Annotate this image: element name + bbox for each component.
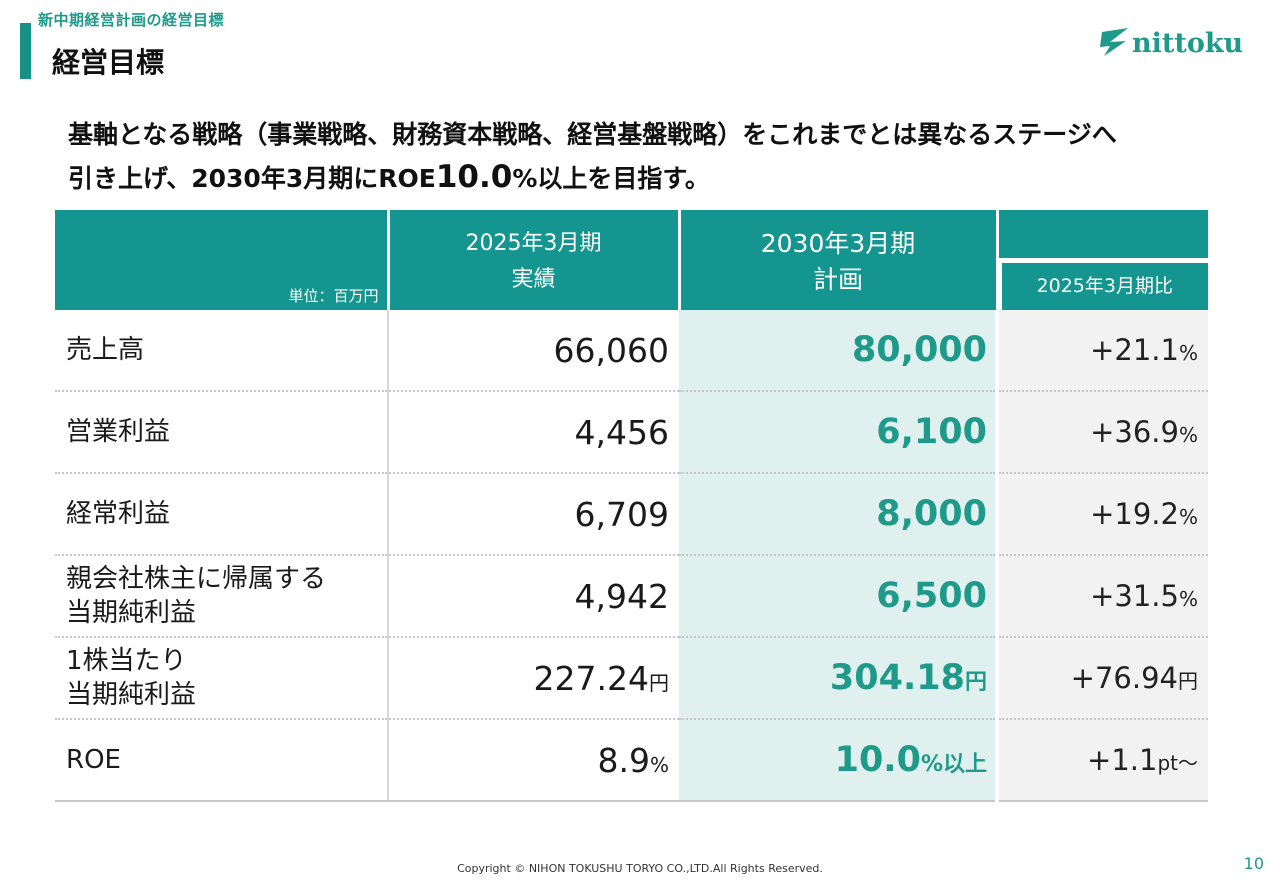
row-label: 親会社株主に帰属する 当期純利益 [55,555,389,638]
table-row: 親会社株主に帰属する 当期純利益 4,942 6,500 +31.5% [55,555,1208,638]
compare-unit: % [1178,341,1198,365]
compare-value: +76.94 [1070,661,1178,695]
lead-statement: 基軸となる戦略（事業戦略、財務資本戦略、経営基盤戦略）をこれまでとは異なるステー… [68,114,1228,200]
breadcrumb: 新中期経営計画の経営目標 [38,11,225,29]
header-compare: 2025年3月期比 [997,210,1208,310]
row-label-line-2: 当期純利益 [66,680,197,710]
compare-unit: % [1178,423,1198,447]
plan-2030-cell: 10.0%以上 [679,719,999,802]
header-plan-2030: 2030年3月期 計画 [679,210,999,310]
actual-value: 6,709 [574,494,669,534]
actual-2025-cell: 66,060 [388,310,679,392]
logo-wordmark: nittoku [1132,28,1243,59]
compare-cell: +76.94円 [997,637,1208,720]
actual-value: 227.24 [533,658,649,698]
row-label-line-1: 営業利益 [66,417,171,447]
table-row: 経常利益 6,709 8,000 +19.2% [55,473,1208,556]
compare-value: +21.1 [1090,333,1179,367]
page-title: 経営目標 [52,46,165,79]
actual-2025-cell: 4,456 [388,391,679,474]
compare-value: +36.9 [1090,415,1179,449]
lead-line-2-suffix: %以上を目指す。 [512,164,710,193]
copyright: Copyright © NIHON TOKUSHU TORYO CO.,LTD.… [457,862,823,875]
plan-2030-cell: 80,000 [679,310,999,392]
header-plan-kind: 計画 [812,265,863,294]
actual-value: 4,942 [574,576,669,616]
table-row: 1株当たり 当期純利益 227.24円 304.18円 +76.94円 [55,637,1208,720]
compare-value: +1.1 [1087,743,1158,777]
lead-line-1: 基軸となる戦略（事業戦略、財務資本戦略、経営基盤戦略）をこれまでとは異なるステー… [68,120,1117,149]
row-label-line-1: ROE [66,745,121,775]
actual-2025-cell: 227.24円 [388,637,679,720]
actual-2025-cell: 8.9% [388,719,679,802]
compare-cell: +19.2% [997,473,1208,556]
lead-line-2-prefix: 引き上げ、2030年3月期にROE [68,164,436,193]
compare-unit: % [1178,587,1198,611]
table-row: 営業利益 4,456 6,100 +36.9% [55,391,1208,474]
table-row: ROE 8.9% 10.0%以上 +1.1pt～ [55,719,1208,802]
row-label-line-1: 1株当たり [66,646,187,676]
management-targets-table: 単位：百万円 2025年3月期 実績 2030年3月期 計画 2025年3月期比 売… [55,210,1208,802]
plan-value: 80,000 [851,330,987,370]
lead-line-2: 引き上げ、2030年3月期にROE10.0%以上を目指す。 [68,156,1228,200]
plan-2030-cell: 6,500 [679,555,999,638]
header-actual-period: 2025年3月期 [465,231,602,256]
compare-unit: pt～ [1157,751,1198,775]
compare-unit: % [1178,505,1198,529]
table-row: 売上高 66,060 80,000 +21.1% [55,310,1208,392]
plan-unit: 円 [964,670,987,695]
plan-2030-cell: 6,100 [679,391,999,474]
unit-label: 単位：百万円 [288,287,379,305]
title-accent-bar [20,23,31,79]
actual-2025-cell: 4,942 [388,555,679,638]
row-label-line-1: 売上高 [66,335,145,365]
plan-2030-cell: 8,000 [679,473,999,556]
actual-unit: 円 [649,670,669,695]
actual-value: 4,456 [574,412,669,452]
actual-value: 66,060 [553,330,669,370]
compare-cell: +1.1pt～ [997,719,1208,802]
header-unit-cell: 単位：百万円 [55,210,390,310]
header-actual-kind: 実績 [511,267,556,292]
lead-roe-value: 10.0 [435,159,513,195]
row-label: 営業利益 [55,391,389,474]
row-label-line-2: 当期純利益 [66,598,197,628]
compare-cell: +31.5% [997,555,1208,638]
actual-value: 8.9 [597,740,650,780]
plan-value: 10.0 [834,740,921,780]
compare-value: +19.2 [1090,497,1179,531]
header-actual-2025: 2025年3月期 実績 [388,210,681,310]
row-label: 売上高 [55,310,389,392]
compare-value: +31.5 [1090,579,1179,613]
plan-value: 6,100 [876,412,987,452]
actual-unit: % [649,752,669,777]
plan-unit: %以上 [920,752,987,777]
plan-value: 6,500 [876,576,987,616]
table-header-row: 単位：百万円 2025年3月期 実績 2030年3月期 計画 2025年3月期比 [55,210,1208,310]
plan-value: 304.18 [829,658,965,698]
compare-unit: 円 [1178,669,1198,693]
company-logo: nittoku [1100,28,1243,59]
plan-value: 8,000 [876,494,987,534]
compare-cell: +36.9% [997,391,1208,474]
page-number: 10 [1243,854,1264,873]
row-label: 1株当たり当期純利益 [55,637,389,720]
row-label-line-1: 経常利益 [66,499,171,529]
actual-2025-cell: 6,709 [388,473,679,556]
compare-cell: +21.1% [997,310,1208,392]
plan-2030-cell: 304.18円 [679,637,999,720]
row-label-line-1: 親会社株主に帰属する [66,564,327,594]
header-plan-period: 2030年3月期 [760,229,916,258]
header-compare-label: 2025年3月期比 [1001,263,1208,310]
row-label: 経常利益 [55,473,389,556]
row-label: ROE [55,719,389,802]
